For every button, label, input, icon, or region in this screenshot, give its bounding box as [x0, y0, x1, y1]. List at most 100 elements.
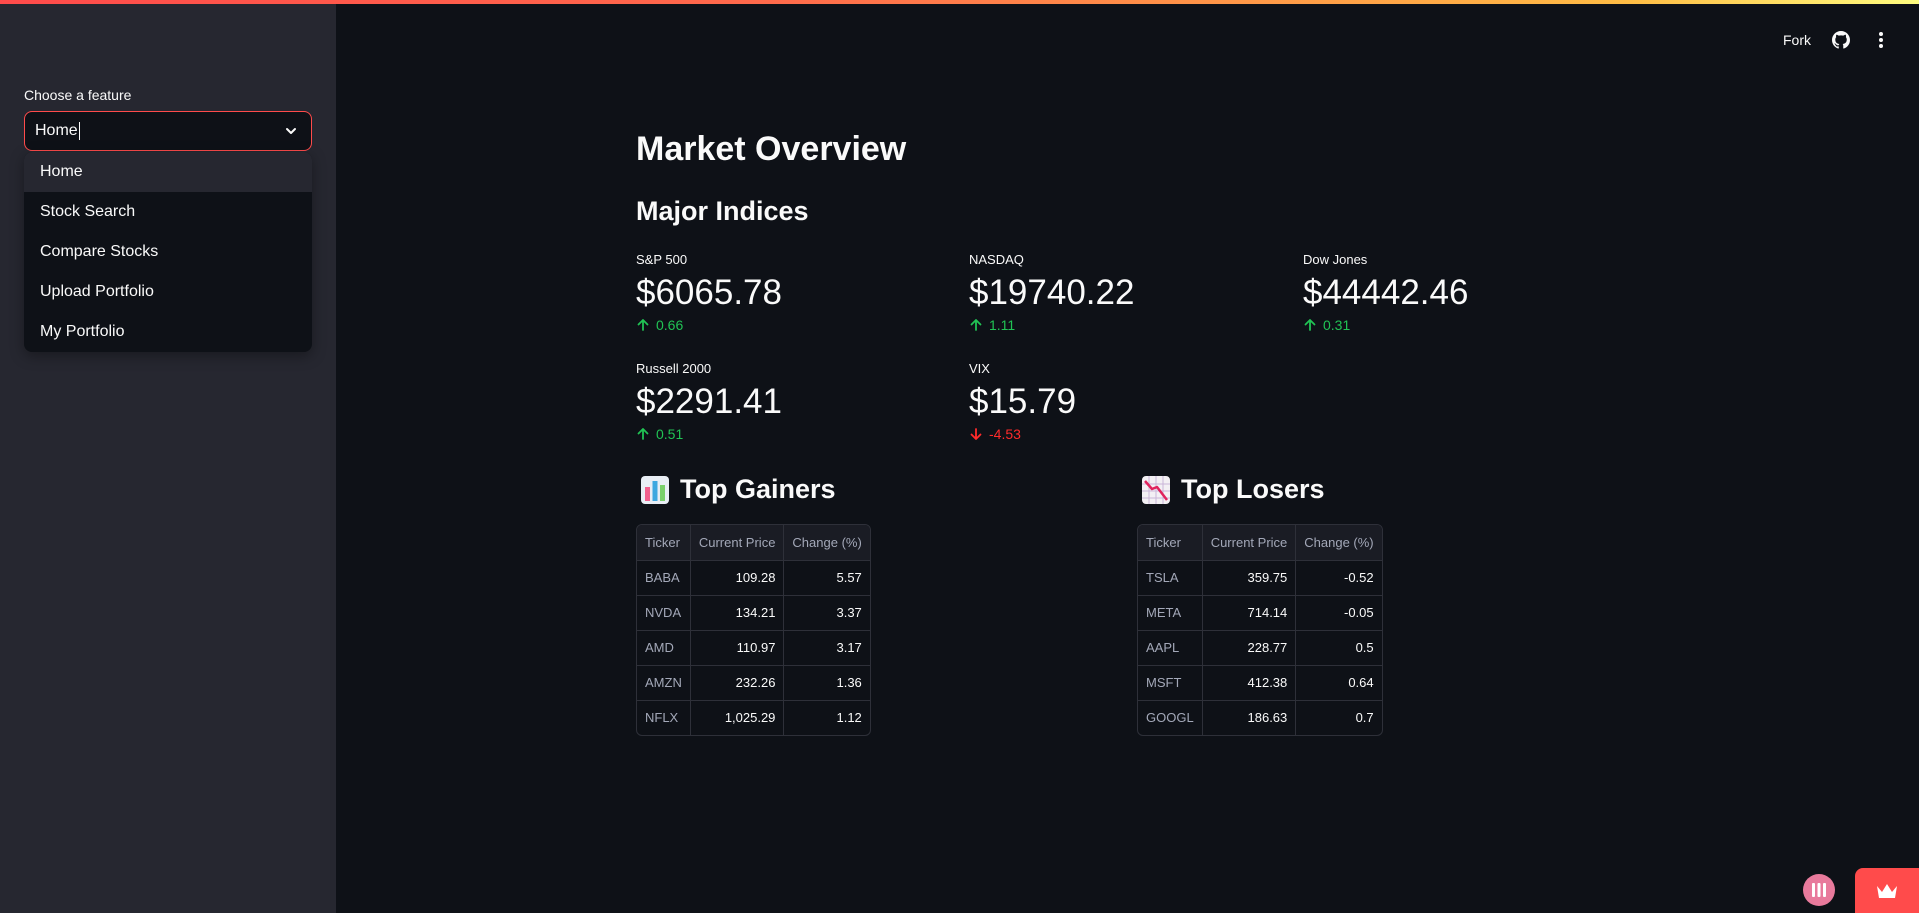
- metric-value: $2291.41: [636, 382, 782, 421]
- github-icon[interactable]: [1831, 30, 1851, 50]
- feature-select[interactable]: Home: [24, 111, 312, 151]
- crown-icon[interactable]: [1855, 868, 1919, 913]
- select-label: Choose a feature: [24, 87, 132, 103]
- table-row: AMZN 232.26 1.36: [637, 665, 870, 701]
- main-content: Market Overview Major Indices S&P 500 $6…: [636, 0, 1496, 913]
- cell-ticker: MSFT: [1138, 665, 1203, 701]
- table-row: MSFT 412.38 0.64: [1138, 665, 1382, 701]
- top-losers-table[interactable]: Ticker Current Price Change (%) TSLA 359…: [1137, 524, 1383, 736]
- cell-change: 0.5: [1295, 630, 1382, 666]
- cell-change: 1.36: [783, 665, 870, 701]
- fork-link[interactable]: Fork: [1783, 32, 1811, 48]
- metric-delta: 0.31: [1303, 317, 1603, 333]
- arrow-up-icon: [970, 319, 982, 331]
- top-losers-heading: Top Losers: [1141, 474, 1325, 505]
- cell-price: 412.38: [1202, 665, 1297, 701]
- metric-dow-jones: Dow Jones $44442.46 0.31: [1303, 252, 1603, 333]
- table-row: META 714.14 -0.05: [1138, 595, 1382, 631]
- cell-price: 228.77: [1202, 630, 1297, 666]
- cell-price: 109.28: [690, 560, 785, 596]
- feature-dropdown-menu: Home Stock Search Compare Stocks Upload …: [24, 152, 312, 352]
- cell-ticker: AMZN: [637, 665, 691, 701]
- page-title: Market Overview: [636, 130, 907, 168]
- cell-ticker: META: [1138, 595, 1203, 631]
- table-row: AMD 110.97 3.17: [637, 630, 870, 666]
- chevron-down-icon[interactable]: [283, 123, 299, 139]
- dropdown-option-my-portfolio[interactable]: My Portfolio: [40, 323, 125, 340]
- cell-change: 3.17: [783, 630, 870, 666]
- metric-russell-2000: Russell 2000 $2291.41 0.51: [636, 361, 936, 442]
- top-gainers-title: Top Gainers: [680, 474, 836, 504]
- metric-delta-value: 0.66: [656, 317, 684, 333]
- cell-price: 1,025.29: [690, 700, 785, 735]
- arrow-down-icon: [970, 428, 982, 440]
- table-header-row: Ticker Current Price Change (%): [1138, 525, 1382, 561]
- cell-price: 232.26: [690, 665, 785, 701]
- table-row: AAPL 228.77 0.5: [1138, 630, 1382, 666]
- cell-ticker: BABA: [637, 560, 691, 596]
- column-header-change[interactable]: Change (%): [783, 525, 870, 561]
- cell-ticker: AMD: [637, 630, 691, 666]
- column-header-current-price[interactable]: Current Price: [1202, 525, 1297, 561]
- metric-delta-value: 0.31: [1323, 317, 1351, 333]
- header-toolbar: Fork: [1783, 28, 1891, 52]
- metric-vix: VIX $15.79 -4.53: [969, 361, 1269, 442]
- table-header-row: Ticker Current Price Change (%): [637, 525, 870, 561]
- cell-price: 110.97: [690, 630, 785, 666]
- indices-heading: Major Indices: [636, 196, 809, 226]
- cell-price: 134.21: [690, 595, 785, 631]
- cell-ticker: TSLA: [1138, 560, 1203, 596]
- metric-label: S&P 500: [636, 252, 688, 267]
- dropdown-option-stock-search[interactable]: Stock Search: [40, 203, 136, 220]
- cell-ticker: NVDA: [637, 595, 691, 631]
- table-row: NFLX 1,025.29 1.12: [637, 700, 870, 735]
- column-header-ticker[interactable]: Ticker: [1138, 525, 1203, 561]
- cell-ticker: AAPL: [1138, 630, 1203, 666]
- metric-label: VIX: [969, 361, 990, 376]
- arrow-up-icon: [637, 319, 649, 331]
- cell-change: 3.37: [783, 595, 870, 631]
- cell-change: -0.05: [1295, 595, 1382, 631]
- cell-price: 186.63: [1202, 700, 1297, 735]
- creator-avatar-icon[interactable]: [1803, 874, 1835, 906]
- arrow-up-icon: [637, 428, 649, 440]
- metric-delta-value: 0.51: [656, 426, 684, 442]
- dropdown-option-upload-portfolio[interactable]: Upload Portfolio: [40, 283, 154, 300]
- arrow-up-icon: [1304, 319, 1316, 331]
- sidebar: Choose a feature Home Home Stock Search …: [0, 0, 336, 913]
- metric-value: $6065.78: [636, 273, 782, 312]
- cell-price: 714.14: [1202, 595, 1297, 631]
- table-row: BABA 109.28 5.57: [637, 560, 870, 596]
- metric-delta-value: 1.11: [989, 317, 1016, 333]
- cell-ticker: GOOGL: [1138, 700, 1203, 735]
- dropdown-option-home[interactable]: Home: [24, 152, 312, 192]
- feature-select-value: Home: [35, 122, 78, 139]
- metric-delta: 1.11: [969, 317, 1269, 333]
- column-header-change[interactable]: Change (%): [1295, 525, 1382, 561]
- chart-decreasing-emoji-icon: [1142, 475, 1170, 504]
- top-losers-title: Top Losers: [1181, 474, 1325, 504]
- top-gainers-table[interactable]: Ticker Current Price Change (%) BABA 109…: [636, 524, 871, 736]
- metric-value: $15.79: [969, 382, 1077, 421]
- column-header-ticker[interactable]: Ticker: [637, 525, 691, 561]
- metric-value: $19740.22: [969, 273, 1135, 312]
- metric-label: Dow Jones: [1303, 252, 1368, 267]
- dropdown-option-compare-stocks[interactable]: Compare Stocks: [40, 243, 159, 260]
- metric-delta-value: -4.53: [989, 426, 1021, 442]
- bar-chart-emoji-icon: [641, 475, 669, 504]
- metric-sp500: S&P 500 $6065.78 0.66: [636, 252, 936, 333]
- metric-delta: -4.53: [969, 426, 1269, 442]
- cell-ticker: NFLX: [637, 700, 691, 735]
- cell-change: 0.7: [1355, 710, 1374, 726]
- table-row: TSLA 359.75 -0.52: [1138, 560, 1382, 596]
- cell-change: -0.52: [1295, 560, 1382, 596]
- cell-change: 5.57: [783, 560, 870, 596]
- cell-change: 1.12: [836, 710, 862, 726]
- metric-value: $44442.46: [1303, 273, 1469, 312]
- cell-price: 359.75: [1202, 560, 1297, 596]
- metric-label: NASDAQ: [969, 252, 1024, 267]
- kebab-menu-icon[interactable]: [1871, 30, 1891, 50]
- column-header-current-price[interactable]: Current Price: [690, 525, 785, 561]
- metric-delta: 0.51: [636, 426, 936, 442]
- cell-change: 0.64: [1295, 665, 1382, 701]
